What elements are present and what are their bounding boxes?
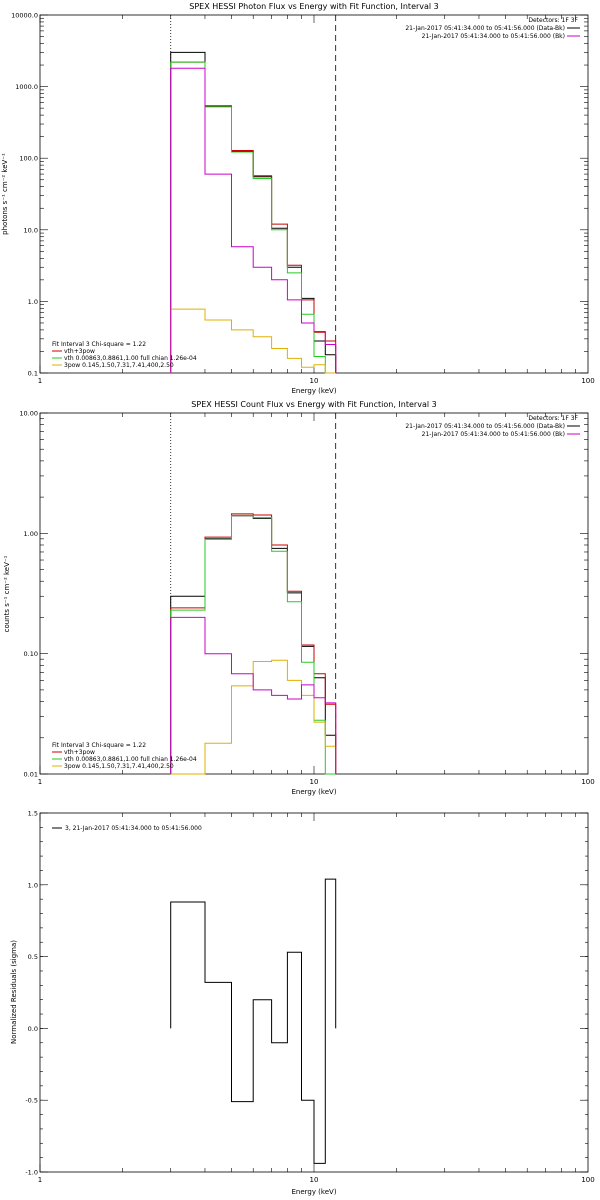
- legend-vth: vth 0.00863,0.8861,1.00 full chian 1.26e…: [64, 756, 197, 763]
- series-line: [170, 67, 337, 373]
- y-tick-label: 1.00: [24, 530, 38, 538]
- legend-vth: vth 0.00863,0.8861,1.00 full chian 1.26e…: [64, 355, 197, 362]
- y-tick-label: 1000.0: [15, 83, 38, 91]
- y-tick-label: -1.0: [25, 1169, 38, 1177]
- series-line: [170, 51, 337, 373]
- y-tick-label: 0.01: [24, 771, 38, 779]
- legend-vth3pow: vth+3pow: [64, 348, 95, 355]
- y-tick-label: 1.0: [28, 298, 38, 306]
- residuals-x-label: Energy (keV): [291, 1188, 336, 1196]
- residuals-series: [170, 878, 337, 1164]
- x-tick-label: 100: [581, 1176, 594, 1184]
- legend-3pow: 3pow 0.145,1.50,7.31,7.41,400,2.50: [64, 362, 174, 369]
- legend-bk: 21-Jan-2017 05:41:34.000 to 05:41:56.000…: [422, 33, 565, 40]
- series-line: [170, 616, 337, 774]
- x-tick-label: 10: [310, 778, 319, 786]
- legend-data-bk: 21-Jan-2017 05:41:34.000 to 05:41:56.000…: [405, 423, 565, 430]
- photon-flux-series: [170, 51, 337, 374]
- series-line: [170, 878, 337, 1164]
- count-flux-panel: SPEX HESSI Count Flux vs Energy with Fit…: [3, 400, 595, 796]
- count-flux-legend-top-right: Detectors: 1F 3F 21-Jan-2017 05:41:34.00…: [405, 415, 580, 438]
- y-tick-label: 10000.0: [11, 12, 38, 20]
- series-line: [170, 61, 337, 373]
- y-tick-label: 0.0: [28, 1025, 38, 1033]
- photon-flux-legend-top-right: Detectors: 1F 3F 21-Jan-2017 05:41:34.00…: [405, 17, 580, 40]
- residuals-legend: 3, 21-Jan-2017 05:41:34.000 to 05:41:56.…: [52, 825, 202, 832]
- residuals-panel: Energy (keV) Normalized Residuals (sigma…: [10, 810, 595, 1197]
- count-flux-y-label: counts s⁻¹ cm⁻² keV⁻¹: [3, 555, 11, 632]
- legend-fit-interval: Fit Interval 3 Chi-square = 1.22: [52, 742, 146, 749]
- y-tick-label: 0.5: [28, 953, 38, 961]
- y-tick-label: 1.5: [28, 810, 38, 818]
- legend-vth3pow: vth+3pow: [64, 749, 95, 756]
- photon-flux-y-label: photons s⁻¹ cm⁻² keV⁻¹: [1, 153, 9, 235]
- legend-residual: 3, 21-Jan-2017 05:41:34.000 to 05:41:56.…: [65, 825, 202, 832]
- series-line: [170, 61, 336, 374]
- series-line: [170, 515, 337, 774]
- count-flux-legend-bottom-left: Fit Interval 3 Chi-square = 1.22 vth+3po…: [52, 742, 197, 770]
- x-tick-label: 10: [310, 377, 319, 385]
- legend-detectors: Detectors: 1F 3F: [528, 17, 578, 24]
- x-tick-label: 1: [38, 1176, 42, 1184]
- legend-data-bk: 21-Jan-2017 05:41:34.000 to 05:41:56.000…: [405, 25, 565, 32]
- photon-flux-legend-bottom-left: Fit Interval 3 Chi-square = 1.22 vth+3po…: [52, 341, 197, 369]
- x-tick-label: 10: [310, 1176, 319, 1184]
- x-tick-label: 1: [38, 778, 42, 786]
- legend-3pow: 3pow 0.145,1.50,7.31,7.41,400,2.50: [64, 763, 174, 770]
- residuals-axes: 1 10 100 -1.0 -0.5 0.0 0.5 1.0 1.5: [25, 810, 594, 1185]
- series-line: [170, 308, 336, 374]
- y-tick-label: 10.00: [19, 410, 38, 418]
- legend-detectors: Detectors: 1F 3F: [528, 415, 578, 422]
- series-line: [170, 513, 337, 774]
- x-tick-label: 100: [581, 778, 594, 786]
- photon-flux-panel: SPEX HESSI Photon Flux vs Energy with Fi…: [1, 2, 595, 395]
- x-tick-label: 100: [581, 377, 594, 385]
- y-tick-label: 100.0: [19, 155, 38, 163]
- photon-flux-x-label: Energy (keV): [291, 387, 336, 395]
- series-line: [170, 659, 337, 775]
- photon-flux-axes: 1 10 100 0.1 1.0 10.0 100.0 1000.0 10000.0: [11, 12, 595, 386]
- legend-bk: 21-Jan-2017 05:41:34.000 to 05:41:56.000…: [422, 431, 565, 438]
- count-flux-title: SPEX HESSI Count Flux vs Energy with Fit…: [191, 400, 436, 409]
- y-tick-label: 0.1: [28, 370, 38, 378]
- y-tick-label: -0.5: [25, 1097, 38, 1105]
- x-tick-label: 1: [38, 377, 42, 385]
- photon-flux-title: SPEX HESSI Photon Flux vs Energy with Fi…: [189, 2, 439, 11]
- count-flux-series: [170, 513, 337, 775]
- count-flux-x-label: Energy (keV): [291, 788, 336, 796]
- y-tick-label: 10.0: [24, 226, 38, 234]
- residuals-y-label: Normalized Residuals (sigma): [10, 940, 18, 1044]
- legend-fit-interval: Fit Interval 3 Chi-square = 1.22: [52, 341, 146, 348]
- count-flux-markers: [170, 413, 337, 774]
- y-tick-label: 0.10: [24, 650, 38, 658]
- count-flux-axes: 1 10 100 0.01 0.10 1.00 10.00: [19, 410, 594, 787]
- y-tick-label: 1.0: [28, 881, 38, 889]
